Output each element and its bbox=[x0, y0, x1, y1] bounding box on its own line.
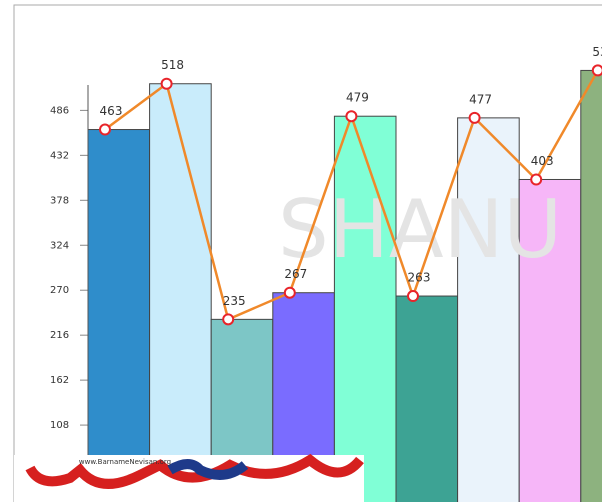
overlay: 108 162 216 270 324 378 432 486 463 518 235 267 479 2… bbox=[50, 45, 602, 502]
bar bbox=[457, 117, 520, 502]
y-tick-label: 270 bbox=[50, 285, 69, 296]
data-label: 479 bbox=[346, 91, 369, 105]
data-label: 263 bbox=[408, 271, 431, 285]
logo-mark bbox=[25, 453, 364, 489]
bar bbox=[87, 129, 151, 502]
y-tick-label: 162 bbox=[50, 375, 69, 386]
point bbox=[468, 111, 481, 124]
bar bbox=[333, 115, 397, 502]
bar bbox=[149, 83, 212, 502]
bar bbox=[518, 178, 582, 502]
data-label: 267 bbox=[284, 267, 307, 281]
data-label: 477 bbox=[469, 92, 492, 106]
watermark: SHANU bbox=[278, 183, 562, 276]
point bbox=[283, 286, 296, 299]
y-tick-label: 216 bbox=[50, 330, 69, 341]
y-tick-label: 378 bbox=[50, 195, 69, 206]
data-label: 518 bbox=[161, 58, 184, 72]
data-label: 403 bbox=[531, 154, 554, 168]
point bbox=[591, 64, 602, 77]
y-tick-label: 432 bbox=[50, 150, 69, 161]
point bbox=[407, 290, 419, 303]
data-label: 534 bbox=[592, 45, 602, 59]
line bbox=[104, 67, 602, 322]
point bbox=[345, 110, 358, 123]
point bbox=[530, 173, 543, 186]
bar bbox=[580, 69, 602, 502]
y-tick-label: 486 bbox=[50, 105, 69, 116]
point bbox=[99, 123, 111, 136]
point bbox=[160, 77, 173, 90]
data-label: 463 bbox=[100, 104, 123, 118]
bar bbox=[395, 295, 459, 502]
point bbox=[222, 313, 235, 326]
logo: www.BarnameNevisan.org bbox=[14, 453, 364, 502]
data-label: 235 bbox=[223, 294, 246, 308]
y-tick-label: 108 bbox=[50, 420, 69, 431]
logo-url: www.BarnameNevisan.org bbox=[79, 458, 171, 466]
logo-mark bbox=[167, 459, 249, 480]
y-tick-label: 324 bbox=[50, 240, 69, 251]
